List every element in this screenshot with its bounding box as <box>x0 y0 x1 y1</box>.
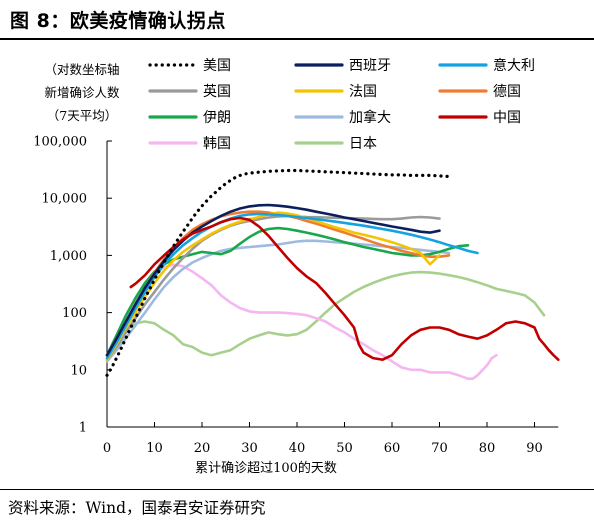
series-line-10 <box>105 270 546 357</box>
series-line-3 <box>105 214 441 361</box>
series-line-7 <box>105 239 451 363</box>
chart-axes: 1 10 100 1,000 10,000 100,000 0 10 20 30 40 50 60 70 8… <box>33 135 559 456</box>
series-line-9 <box>105 263 498 380</box>
y-axis-unit-line-3: （7天平均） <box>46 108 118 123</box>
legend-label: 法国 <box>349 84 377 100</box>
chart-title: 图 8：欧美疫情确认拐点 <box>10 10 226 32</box>
x-tick-label: 60 <box>384 441 401 456</box>
series-lines <box>105 168 560 380</box>
y-tick-label: 100 <box>62 306 87 321</box>
y-axis-unit-line-2: 新增确诊人数 <box>44 85 120 100</box>
x-tick-label: 0 <box>103 441 111 456</box>
legend-label: 伊朗 <box>203 110 231 126</box>
legend-label: 中国 <box>493 110 521 126</box>
x-tick-label: 70 <box>431 441 448 456</box>
series-line-0 <box>105 168 451 377</box>
x-tick-label: 90 <box>526 441 543 456</box>
x-tick-label: 30 <box>241 441 258 456</box>
legend-label: 西班牙 <box>349 58 391 74</box>
source-note: 资料来源：Wind，国泰君安证券研究 <box>8 499 266 517</box>
legend-label: 加拿大 <box>349 109 391 126</box>
y-axis-unit-line-1: （对数坐标轴 <box>44 62 120 77</box>
series-line-8 <box>129 216 560 361</box>
x-tick-label: 50 <box>336 441 353 456</box>
y-tick-label: 10 <box>70 363 87 378</box>
source-divider <box>0 489 594 490</box>
x-tick-label: 80 <box>479 441 496 456</box>
legend-label: 德国 <box>493 84 521 100</box>
legend-label: 日本 <box>349 136 377 152</box>
x-tick-label: 10 <box>146 441 163 456</box>
legend-label: 美国 <box>203 58 231 74</box>
legend-label: 意大利 <box>493 57 535 74</box>
series-line-4 <box>105 211 441 361</box>
x-tick-label: 40 <box>289 441 306 456</box>
series-line-2 <box>105 212 479 360</box>
y-tick-label: 10,000 <box>42 192 88 207</box>
y-tick-label: 1 <box>79 421 87 436</box>
series-line-1 <box>105 203 441 357</box>
legend-label: 韩国 <box>203 136 231 152</box>
title-divider <box>0 38 594 40</box>
x-axis-label: 累计确诊超过100的天数 <box>195 460 337 476</box>
y-tick-label: 100,000 <box>33 135 87 150</box>
y-tick-label: 1,000 <box>50 249 87 264</box>
x-tick-label: 20 <box>194 441 211 456</box>
legend-label: 英国 <box>203 83 231 100</box>
